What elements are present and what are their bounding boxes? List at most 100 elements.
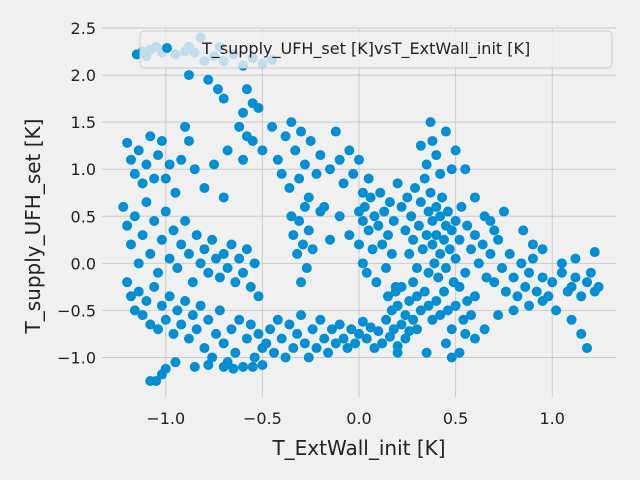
data-point-0-357 bbox=[570, 253, 581, 264]
data-point-0-82 bbox=[222, 263, 233, 274]
data-point-0-181 bbox=[284, 183, 295, 194]
data-point-0-282 bbox=[433, 272, 444, 283]
data-point-0-263 bbox=[402, 192, 413, 203]
data-point-0-97 bbox=[145, 319, 156, 330]
data-point-0-270 bbox=[415, 197, 426, 208]
data-point-0-107 bbox=[183, 333, 194, 344]
data-point-0-289 bbox=[442, 206, 453, 217]
data-point-0-76 bbox=[199, 244, 210, 255]
data-point-0-91 bbox=[122, 277, 133, 288]
data-point-0-360 bbox=[508, 305, 519, 316]
data-point-0-307 bbox=[427, 135, 438, 146]
data-point-0-54 bbox=[257, 145, 268, 156]
data-point-0-57 bbox=[125, 239, 136, 250]
data-point-0-298 bbox=[462, 220, 473, 231]
data-point-0-164 bbox=[361, 333, 372, 344]
data-point-0-136 bbox=[247, 361, 258, 372]
data-point-0-266 bbox=[408, 234, 419, 245]
data-point-0-277 bbox=[427, 239, 438, 250]
data-point-0-29 bbox=[234, 121, 245, 132]
data-point-0-234 bbox=[388, 215, 399, 226]
data-point-0-78 bbox=[207, 234, 218, 245]
data-point-0-359 bbox=[493, 310, 504, 321]
data-point-0-33 bbox=[129, 168, 140, 179]
data-point-0-323 bbox=[460, 328, 471, 339]
data-point-0-314 bbox=[469, 192, 480, 203]
data-point-0-140 bbox=[268, 347, 279, 358]
data-point-0-245 bbox=[415, 305, 426, 316]
y-tick-labels: −1.0 −0.5 0.0 0.5 1.0 1.5 2.0 2.5 bbox=[57, 19, 96, 367]
data-point-0-125 bbox=[253, 328, 264, 339]
data-point-0-45 bbox=[180, 121, 191, 132]
data-point-0-173 bbox=[396, 319, 407, 330]
data-point-0-47 bbox=[189, 164, 200, 175]
data-point-0-32 bbox=[125, 154, 136, 165]
data-point-0-151 bbox=[311, 343, 322, 354]
data-point-0-132 bbox=[189, 361, 200, 372]
data-point-0-346 bbox=[576, 291, 587, 302]
data-point-0-365 bbox=[576, 328, 587, 339]
data-point-0-318 bbox=[411, 324, 422, 335]
data-point-0-92 bbox=[125, 291, 136, 302]
data-point-0-49 bbox=[209, 159, 220, 170]
data-point-0-261 bbox=[396, 201, 407, 212]
data-point-0-206 bbox=[297, 239, 308, 250]
data-point-0-165 bbox=[365, 322, 376, 333]
data-point-0-128 bbox=[151, 375, 162, 386]
data-point-0-331 bbox=[504, 248, 515, 259]
data-point-0-225 bbox=[371, 277, 382, 288]
data-point-0-174 bbox=[400, 333, 411, 344]
y-tick-label-6: 2.0 bbox=[71, 66, 96, 85]
data-point-0-325 bbox=[479, 324, 490, 335]
data-point-0-99 bbox=[153, 324, 164, 335]
legend-label: T_supply_UFH_set [K]vsT_ExtWall_init [K] bbox=[201, 39, 530, 59]
data-point-0-205 bbox=[296, 277, 307, 288]
data-point-0-283 bbox=[435, 211, 446, 222]
data-point-0-146 bbox=[292, 328, 303, 339]
data-point-0-297 bbox=[460, 267, 471, 278]
data-point-0-210 bbox=[307, 244, 318, 255]
data-point-0-259 bbox=[469, 291, 480, 302]
data-point-0-321 bbox=[446, 352, 457, 363]
data-point-0-79 bbox=[211, 253, 222, 264]
data-point-0-232 bbox=[384, 197, 395, 208]
data-point-0-250 bbox=[435, 310, 446, 321]
data-point-0-347 bbox=[582, 277, 593, 288]
x-tick-labels: −1.0 −0.5 0.0 0.5 1.0 bbox=[146, 409, 565, 428]
data-point-0-139 bbox=[265, 324, 276, 335]
data-point-0-316 bbox=[489, 225, 500, 236]
data-point-0-264 bbox=[404, 248, 415, 259]
data-point-0-94 bbox=[133, 286, 144, 297]
y-axis-title: T_supply_UFH_set [K] bbox=[21, 119, 45, 335]
data-point-0-96 bbox=[141, 295, 152, 306]
data-point-0-67 bbox=[164, 253, 175, 264]
data-point-0-162 bbox=[354, 328, 364, 339]
data-point-0-25 bbox=[241, 84, 252, 95]
data-point-0-364 bbox=[566, 314, 577, 325]
data-point-0-217 bbox=[357, 215, 368, 226]
data-point-0-291 bbox=[446, 225, 457, 236]
data-point-0-262 bbox=[400, 225, 411, 236]
data-point-0-236 bbox=[382, 291, 393, 302]
data-point-0-305 bbox=[421, 159, 432, 170]
data-point-0-88 bbox=[245, 281, 256, 292]
data-point-0-142 bbox=[276, 333, 287, 344]
y-tick-label-2: 0.0 bbox=[71, 254, 96, 273]
data-point-0-219 bbox=[359, 201, 370, 212]
data-point-0-168 bbox=[377, 338, 388, 349]
data-point-0-90 bbox=[253, 291, 264, 302]
data-point-0-84 bbox=[230, 277, 241, 288]
data-point-0-156 bbox=[330, 338, 341, 349]
data-point-0-292 bbox=[448, 277, 459, 288]
data-point-0-279 bbox=[429, 258, 440, 269]
data-point-0-249 bbox=[431, 295, 442, 306]
data-point-0-218 bbox=[357, 258, 368, 269]
data-point-0-204 bbox=[294, 215, 305, 226]
data-point-0-240 bbox=[396, 281, 407, 292]
data-point-0-350 bbox=[593, 281, 604, 292]
data-point-0-22 bbox=[203, 74, 214, 85]
data-point-0-344 bbox=[566, 281, 577, 292]
data-point-0-157 bbox=[334, 319, 345, 330]
data-point-0-239 bbox=[392, 300, 403, 311]
data-point-0-155 bbox=[326, 324, 337, 335]
